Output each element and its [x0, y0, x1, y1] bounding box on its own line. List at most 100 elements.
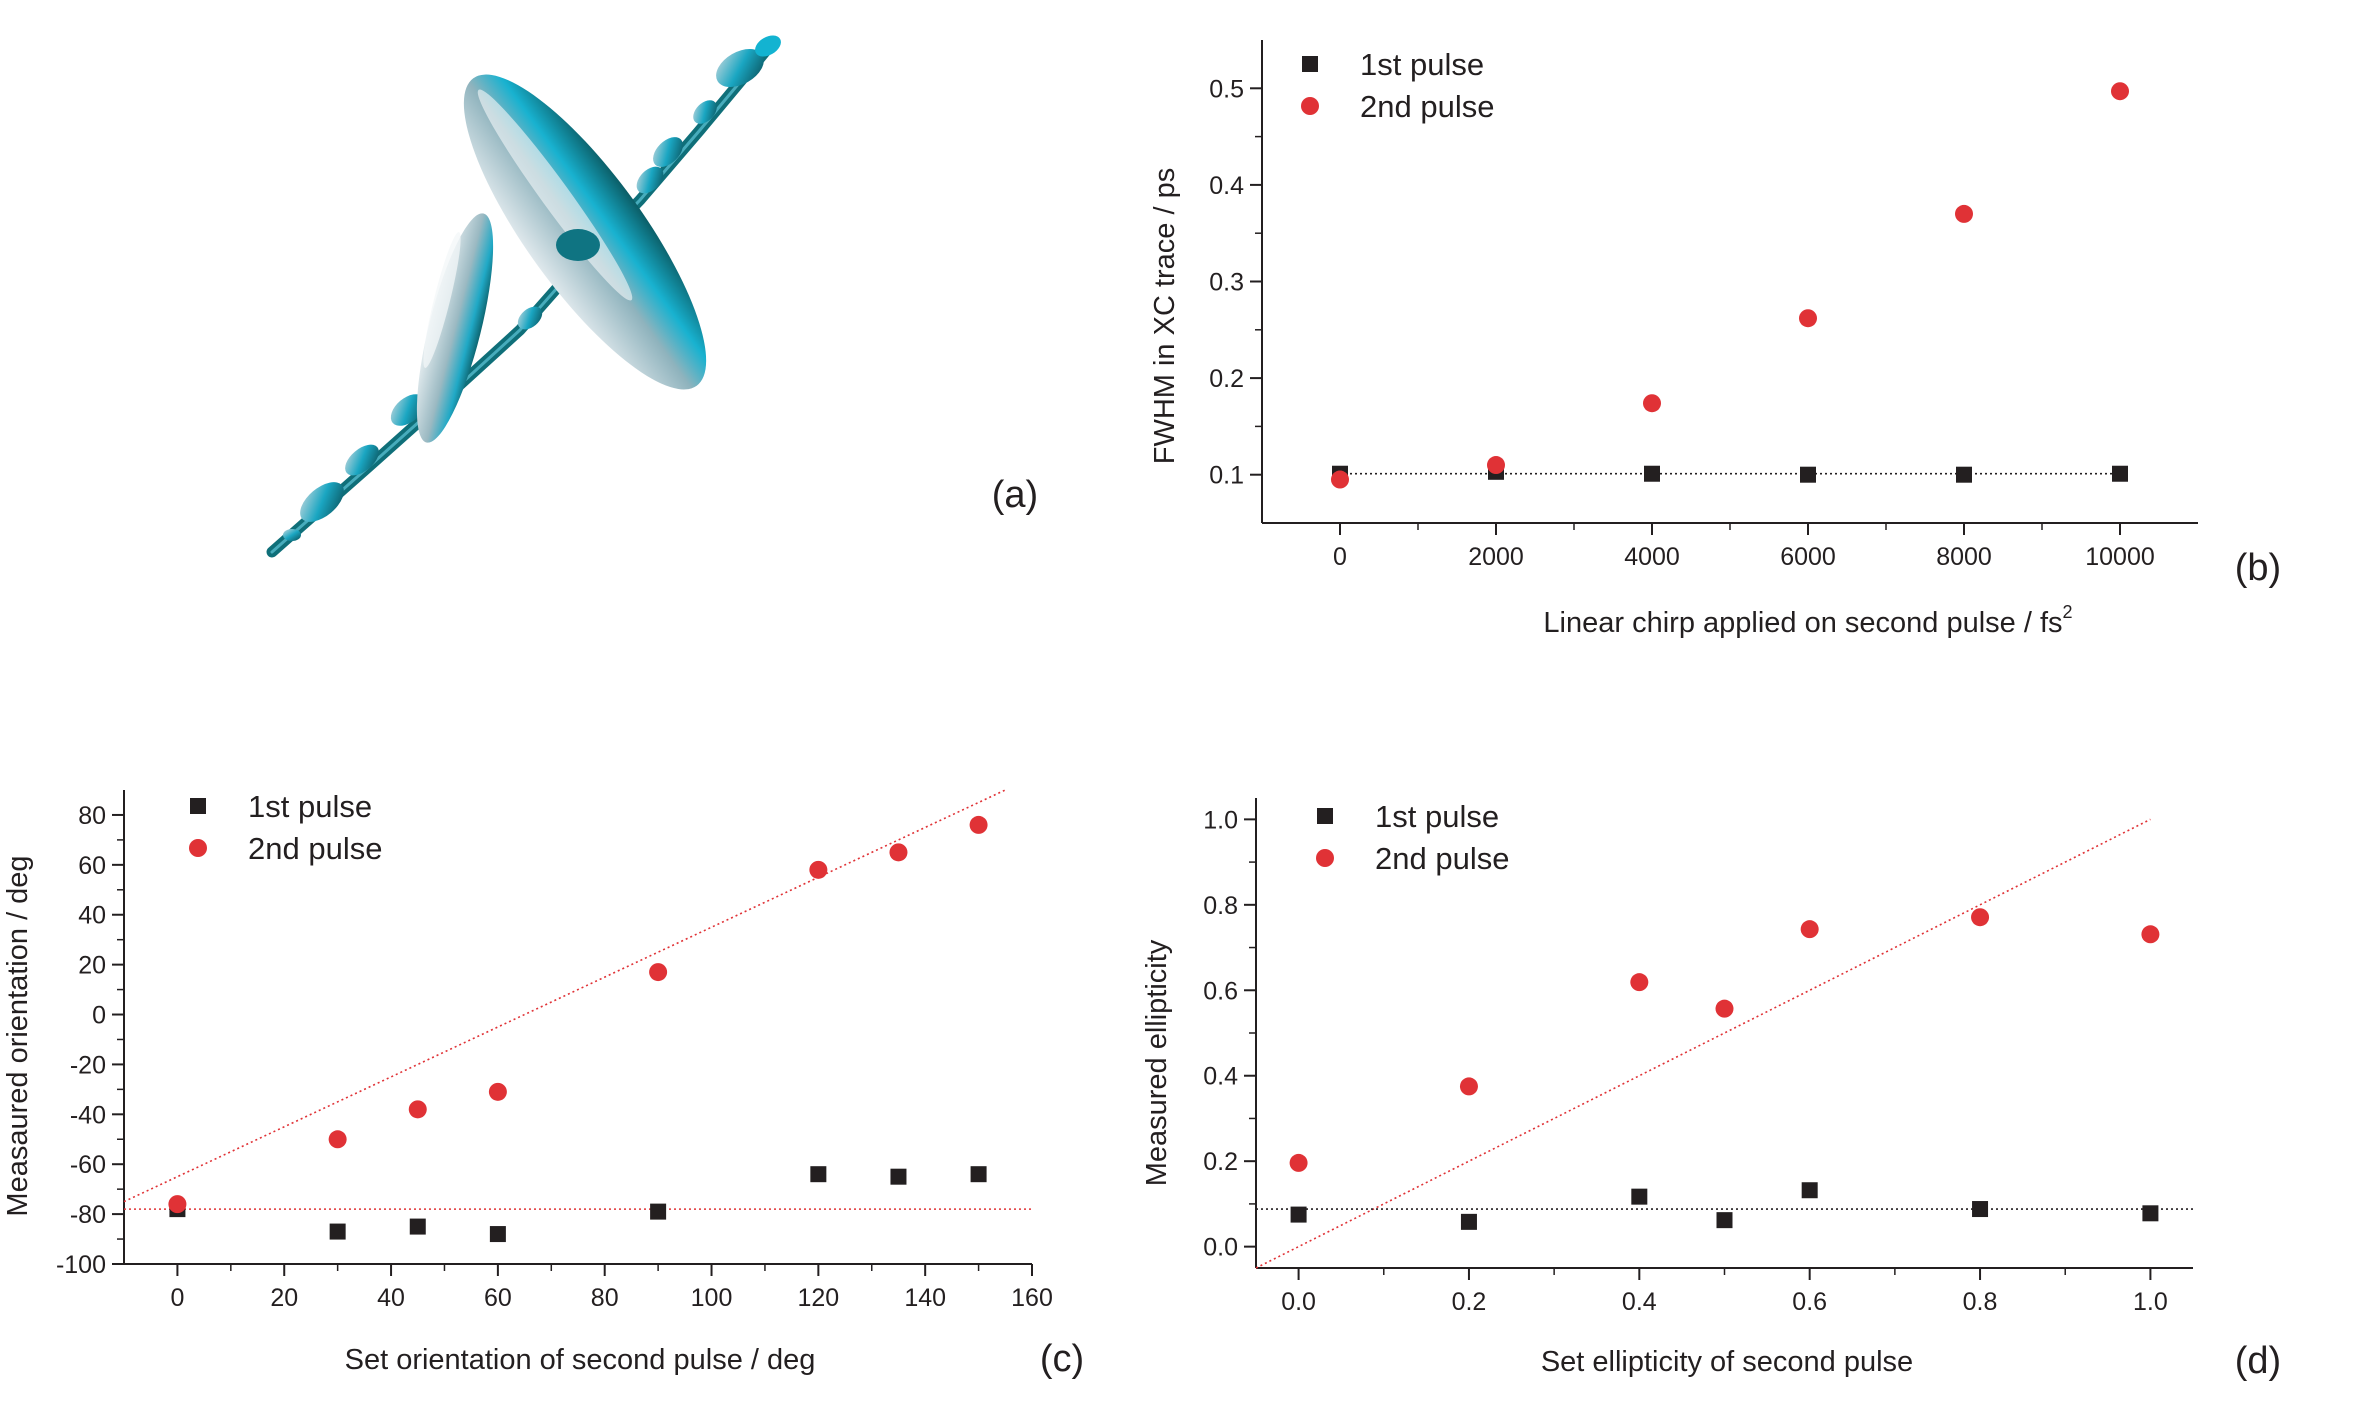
- second-pulse-point: [1643, 394, 1661, 413]
- first-pulse-point: [2112, 465, 2128, 482]
- panel-b-label: (b): [2235, 547, 2281, 589]
- y-tick-label: 20: [78, 952, 106, 980]
- small-pulse-disc: [416, 213, 494, 443]
- panel-c-label: (c): [1040, 1338, 1084, 1380]
- legend-label: 1st pulse: [1360, 47, 1484, 82]
- first-pulse-point: [1631, 1188, 1648, 1205]
- x-tick-label: 60: [484, 1284, 512, 1312]
- first-pulse-point: [810, 1166, 827, 1183]
- panel-a-label: (a): [992, 474, 1038, 516]
- second-pulse-point: [2111, 82, 2129, 101]
- legend-symbol: [1317, 808, 1333, 824]
- x-tick-label: 0: [1333, 543, 1347, 571]
- second-pulse-point: [649, 963, 668, 982]
- legend-label: 2nd pulse: [1360, 89, 1494, 124]
- chart-c-legend: 1st pulse 2nd pulse: [189, 789, 382, 866]
- second-pulse-point: [1331, 470, 1349, 489]
- second-pulse-point: [328, 1130, 347, 1149]
- chart-c-reference-lines: [123, 789, 1032, 1210]
- second-pulse-point: [889, 843, 908, 862]
- y-tick-label: 0.6: [1203, 977, 1238, 1005]
- pulse-render-illustration: (a): [266, 35, 1038, 558]
- y-tick-label: 40: [78, 902, 106, 930]
- chart-d-ylabel: Measured ellipticity: [1141, 939, 1173, 1186]
- x-tick-label: 100: [691, 1284, 733, 1312]
- second-pulse-point: [1630, 973, 1649, 992]
- legend-label: 2nd pulse: [248, 831, 382, 866]
- legend-symbol: [190, 798, 206, 814]
- x-tick-label: 0.2: [1452, 1288, 1487, 1316]
- second-pulse-point: [1799, 309, 1817, 328]
- y-tick-label: 0: [92, 1002, 106, 1030]
- x-tick-label: 10000: [2085, 543, 2155, 571]
- x-tick-label: 8000: [1936, 543, 1992, 571]
- first-pulse-point: [650, 1203, 667, 1220]
- legend-symbol: [1316, 849, 1334, 867]
- first-pulse-point: [1716, 1212, 1733, 1229]
- second-pulse-point: [2141, 925, 2160, 944]
- chart-d-xlabel: Set ellipticity of second pulse: [1541, 1346, 1913, 1378]
- y-tick-label: 0.4: [1203, 1063, 1238, 1091]
- first-pulse-point: [2142, 1205, 2159, 1222]
- second-pulse-point: [408, 1100, 427, 1119]
- chart-d-reference-lines: [1255, 818, 2193, 1269]
- legend-symbol: [1302, 56, 1318, 72]
- legend-symbol: [189, 839, 207, 857]
- first-pulse-point: [1972, 1201, 1989, 1218]
- y-tick-label: 60: [78, 852, 106, 880]
- diagonal-reference-line: [1255, 818, 2151, 1269]
- y-tick-label: 1.0: [1203, 806, 1238, 834]
- first-pulse-point: [1801, 1182, 1818, 1199]
- y-tick-label: -60: [70, 1151, 106, 1179]
- first-pulse-point: [1800, 466, 1816, 483]
- x-tick-label: 0.8: [1963, 1288, 1998, 1316]
- diagonal-reference-line: [123, 789, 1006, 1203]
- chart-b-axes: 0 2000 4000 6000 8000 10000 0.1 0.2 0.3 0.4 0.5: [1209, 40, 2198, 571]
- chart-d-axes: 0.0 0.2 0.4 0.6 0.8 1.0 0.0 0.2 0.4 0.6 0.8 1.0: [1203, 798, 2193, 1316]
- y-tick-label: 0.2: [1209, 365, 1244, 393]
- x-tick-label: 80: [591, 1284, 619, 1312]
- first-pulse-point: [329, 1223, 346, 1240]
- thread-beads: [283, 35, 781, 541]
- x-tick-label: 0.6: [1792, 1288, 1827, 1316]
- x-tick-label: 0.4: [1622, 1288, 1657, 1316]
- y-tick-label: 0.3: [1209, 269, 1244, 297]
- chart-d-legend: 1st pulse 2nd pulse: [1316, 799, 1509, 876]
- first-pulse-point: [890, 1168, 907, 1185]
- first-pulse-point: [1290, 1206, 1307, 1223]
- first-pulse-point: [1644, 465, 1660, 482]
- second-pulse-point: [1487, 456, 1505, 475]
- y-tick-label: 0.0: [1203, 1234, 1238, 1262]
- second-pulse-point: [1971, 908, 1990, 927]
- chart-b-xlabel: Linear chirp applied on second pulse / f…: [1543, 602, 2072, 639]
- second-pulse-point: [488, 1082, 507, 1101]
- second-pulse-point: [1800, 920, 1819, 939]
- y-tick-label: -100: [56, 1251, 106, 1279]
- y-tick-label: -80: [70, 1201, 106, 1229]
- second-pulse-point: [969, 815, 988, 834]
- second-pulse-point: [1715, 999, 1734, 1018]
- legend-label: 1st pulse: [248, 789, 372, 824]
- y-tick-label: 0.4: [1209, 172, 1244, 200]
- second-pulse-point: [1955, 204, 1973, 223]
- legend-symbol: [1301, 97, 1319, 115]
- x-tick-label: 0: [170, 1284, 184, 1312]
- chart-b-marks: [1331, 82, 2129, 489]
- second-pulse-point: [809, 860, 828, 879]
- x-tick-label: 0.0: [1281, 1288, 1316, 1316]
- y-tick-label: 0.2: [1203, 1148, 1238, 1176]
- chart-c-xlabel: Set orientation of second pulse / deg: [345, 1344, 816, 1376]
- first-pulse-point: [1460, 1213, 1477, 1230]
- chart-b-legend: 1st pulse 2nd pulse: [1301, 47, 1494, 124]
- chart-c: 0 20 40 60 80 100 120 140 160 -100 -80 -60 -40 -20 0 20…: [2, 789, 1084, 1380]
- chart-b-ylabel: FWHM in XC trace / ps: [1149, 168, 1181, 465]
- y-tick-label: -40: [70, 1101, 106, 1129]
- x-tick-label: 40: [377, 1284, 405, 1312]
- second-pulse-point: [1289, 1153, 1308, 1172]
- y-tick-label: -20: [70, 1051, 106, 1079]
- y-tick-label: 80: [78, 802, 106, 830]
- x-tick-label: 140: [904, 1284, 946, 1312]
- y-tick-label: 0.5: [1209, 75, 1244, 103]
- chart-d-marks: [1289, 908, 2160, 1230]
